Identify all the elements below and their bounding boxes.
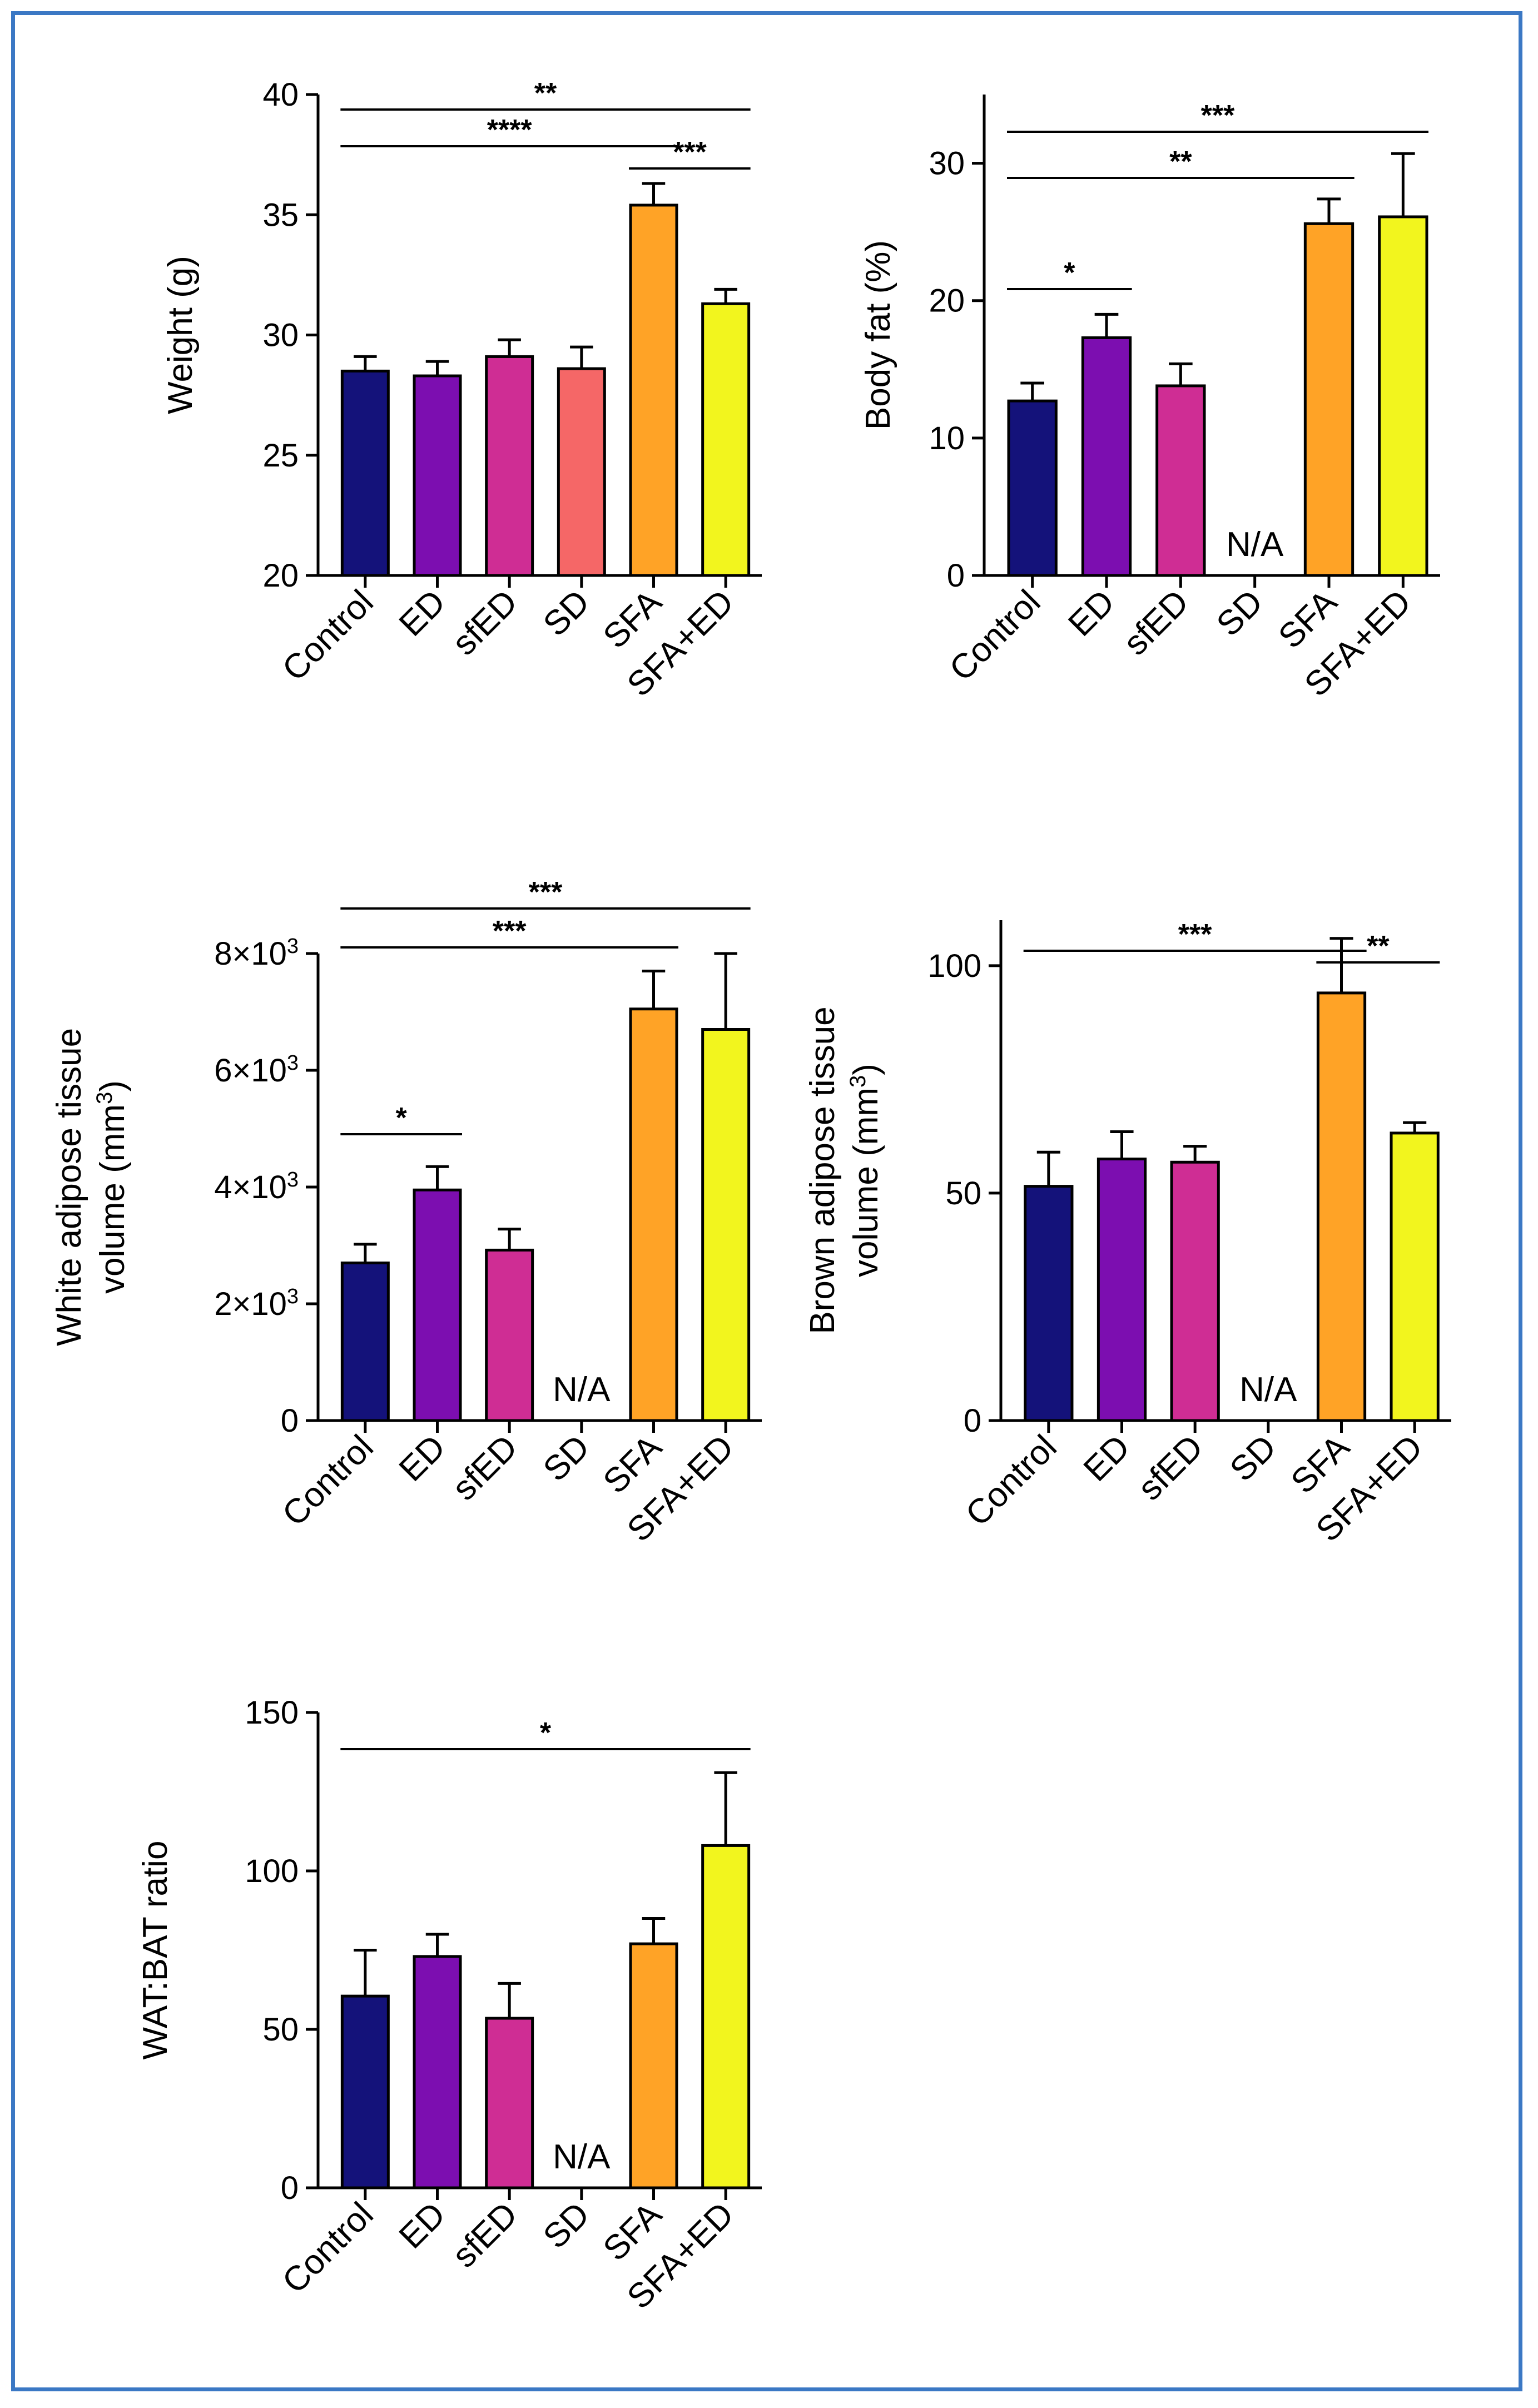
bar-SD	[557, 367, 606, 577]
x-tick-label: sfED	[1130, 1428, 1210, 1508]
y-axis-title: Weight (g)	[161, 256, 200, 414]
bar-SFA+ED	[1378, 215, 1428, 577]
bar-SFA+ED	[1390, 1131, 1440, 1422]
y-axis-title-line2: volume (mm3)	[846, 1064, 885, 1277]
bar-SFA+ED	[701, 302, 751, 577]
bar-sfED	[485, 1248, 534, 1422]
y-tick-label: 0	[947, 558, 965, 594]
bar-ED	[1097, 1158, 1147, 1422]
figure-frame	[11, 11, 1522, 2391]
y-tick-label: 4×103	[214, 1168, 299, 1205]
na-label: N/A	[553, 2138, 611, 2176]
significance-label: *	[1064, 257, 1075, 289]
x-tick-label: Control	[275, 583, 381, 688]
bar-Control	[340, 1262, 390, 1422]
x-tick-label: SD	[1209, 583, 1271, 644]
bar-SFA	[629, 203, 678, 577]
y-tick-label: 10	[929, 420, 965, 456]
significance-label: ***	[493, 915, 527, 947]
bar-Control	[340, 369, 390, 577]
y-tick-label: 50	[262, 2012, 299, 2048]
y-tick-label: 50	[945, 1175, 981, 1212]
bar-SFA	[1303, 222, 1355, 577]
x-tick-label: Control	[275, 1428, 381, 1533]
y-tick-label: 100	[927, 948, 981, 984]
na-label: N/A	[1239, 1371, 1297, 1409]
x-tick-label: sfED	[445, 2195, 525, 2275]
bar-ED	[1081, 336, 1132, 577]
y-tick-label: 6×103	[214, 1051, 299, 1089]
significance-label: **	[534, 77, 557, 110]
bar-SFA+ED	[701, 1028, 751, 1422]
x-tick-label: sfED	[445, 1428, 525, 1508]
bar-sfED	[1170, 1160, 1220, 1422]
x-tick-label: sfED	[445, 583, 525, 663]
y-axis-title-line1: Brown adipose tissue	[803, 1006, 842, 1334]
y-axis-title: WAT:BAT ratio	[136, 1841, 175, 2060]
bar-SFA	[629, 1942, 678, 2189]
x-tick-label: ED	[392, 1428, 453, 1489]
significance-label: **	[1367, 930, 1390, 962]
y-tick-label: 25	[262, 438, 299, 474]
y-tick-label: 0	[281, 2170, 299, 2206]
significance-label: *	[540, 1717, 552, 1749]
x-tick-label: ED	[1061, 583, 1122, 644]
x-tick-label: Control	[959, 1428, 1064, 1533]
x-tick-label: ED	[392, 2195, 453, 2256]
y-tick-label: 2×103	[214, 1285, 299, 1322]
y-axis-title: Body fat (%)	[859, 240, 897, 430]
bar-SFA+ED	[701, 1844, 751, 2189]
bar-sfED	[485, 355, 534, 577]
bar-SFA	[629, 1007, 678, 1422]
bar-ED	[413, 374, 462, 577]
y-tick-label: 0	[964, 1403, 981, 1439]
x-tick-label: Control	[942, 583, 1048, 688]
y-axis-title-line2: volume (mm3)	[92, 1080, 132, 1294]
x-tick-label: ED	[392, 583, 453, 644]
x-tick-label: Control	[275, 2195, 381, 2301]
significance-label: ***	[1178, 918, 1212, 951]
y-tick-label: 150	[245, 1695, 299, 1731]
significance-label: **	[1169, 146, 1192, 178]
y-tick-label: 20	[929, 283, 965, 319]
significance-label: ***	[673, 136, 707, 168]
na-label: N/A	[1226, 525, 1284, 564]
bar-Control	[1024, 1185, 1074, 1422]
y-tick-label: 35	[262, 197, 299, 233]
significance-label: ***	[1201, 100, 1235, 132]
x-tick-label: sfED	[1116, 583, 1196, 663]
significance-label: ****	[487, 114, 533, 146]
y-tick-label: 40	[262, 77, 299, 113]
y-tick-label: 8×103	[214, 935, 299, 972]
bar-SFA	[1316, 991, 1367, 1422]
y-tick-label: 30	[929, 146, 965, 182]
bar-Control	[340, 1994, 390, 2189]
x-tick-label: SD	[1223, 1428, 1284, 1489]
x-tick-label: SD	[536, 583, 597, 644]
y-tick-label: 30	[262, 317, 299, 354]
bar-Control	[1007, 399, 1058, 577]
bar-ED	[413, 1955, 462, 2189]
bar-ED	[413, 1188, 462, 1422]
x-tick-label: SD	[536, 2195, 597, 2256]
y-axis-title-line1: White adipose tissue	[50, 1028, 88, 1346]
bar-sfED	[485, 2017, 534, 2189]
bar-sfED	[1155, 384, 1206, 577]
significance-label: *	[396, 1102, 408, 1134]
y-tick-label: 100	[245, 1853, 299, 1889]
na-label: N/A	[553, 1371, 611, 1409]
significance-label: ***	[529, 876, 563, 908]
y-tick-label: 0	[281, 1403, 299, 1439]
x-tick-label: ED	[1076, 1428, 1138, 1489]
x-tick-label: SD	[536, 1428, 597, 1489]
y-tick-label: 20	[262, 558, 299, 594]
